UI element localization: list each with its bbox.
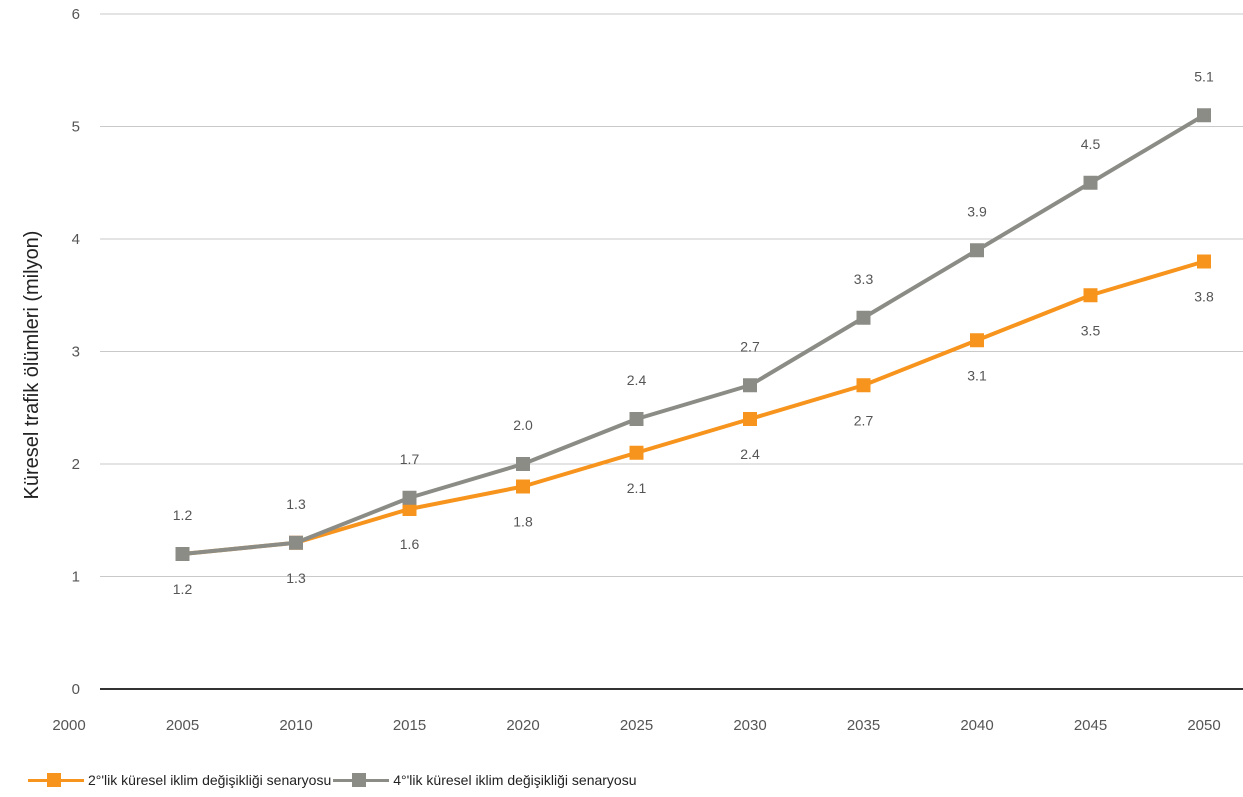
y-axis-label: Küresel trafik ölümleri (milyon)	[21, 231, 43, 500]
legend-item-4deg: 4°'lik küresel iklim değişikliği senaryo…	[333, 771, 638, 789]
legend: 2°'lik küresel iklim değişikliği senaryo…	[28, 771, 639, 789]
data-label-0-8: 3.5	[1081, 322, 1101, 338]
series-line-0	[182, 259, 1205, 556]
legend-label-4deg: 4°'lik küresel iklim değişikliği senaryo…	[393, 772, 637, 788]
data-label-1-2: 1.7	[400, 451, 420, 467]
data-point-0-5	[743, 412, 757, 426]
data-label-0-0: 1.2	[173, 581, 193, 597]
series-layer	[175, 108, 1211, 561]
data-point-1-4	[629, 412, 644, 426]
y-tick-label: 0	[72, 681, 80, 698]
legend-label-2deg: 2°'lik küresel iklim değişikliği senaryo…	[88, 772, 332, 788]
series-line-1	[182, 113, 1206, 556]
legend-marker-2deg	[47, 773, 61, 787]
data-label-0-3: 1.8	[513, 514, 533, 530]
x-tick-label: 2045	[1074, 717, 1107, 734]
legend-marker-4deg	[352, 773, 367, 787]
data-point-1-9	[1197, 108, 1211, 123]
data-point-1-2	[402, 490, 417, 505]
y-tick-label: 6	[72, 6, 80, 23]
y-tick-label: 2	[72, 456, 80, 473]
data-point-1-1	[289, 535, 303, 550]
x-tick-label: 2025	[620, 717, 653, 734]
data-label-1-1: 1.3	[286, 496, 306, 512]
data-label-0-4: 2.1	[627, 480, 647, 496]
x-tick-label: 2050	[1187, 717, 1220, 734]
x-tick-label: 2000	[52, 717, 85, 734]
data-point-0-4	[629, 445, 644, 460]
x-tick-label: 2015	[393, 717, 426, 734]
data-label-0-1: 1.3	[286, 570, 306, 586]
data-label-0-9: 3.8	[1194, 289, 1214, 305]
data-point-1-7	[970, 243, 984, 258]
x-tick-label: 2005	[166, 717, 199, 734]
data-label-1-3: 2.0	[513, 417, 533, 433]
data-point-0-9	[1197, 254, 1211, 269]
data-label-0-7: 3.1	[967, 367, 987, 383]
data-label-1-7: 3.9	[967, 203, 987, 219]
x-tick-label: 2020	[506, 717, 539, 734]
y-tick-label: 5	[72, 119, 80, 136]
x-tick-label: 2040	[960, 717, 993, 734]
data-point-0-7	[970, 333, 984, 348]
data-point-1-8	[1083, 175, 1098, 190]
data-labels-layer: 1.2 1.3 1.6 1.8 2.1 2.4 2.7 3.1 3.5 3.8 1.2 1.3 1.7 2…	[173, 68, 1214, 597]
data-label-1-9: 5.1	[1194, 68, 1214, 84]
data-point-1-6	[856, 310, 871, 325]
data-point-0-3	[516, 479, 530, 494]
data-point-1-5	[743, 378, 757, 393]
data-label-1-5: 2.7	[740, 338, 760, 354]
data-point-0-6	[856, 378, 871, 393]
data-label-0-6: 2.7	[854, 412, 874, 428]
data-label-1-4: 2.4	[627, 372, 647, 388]
y-tick-label: 4	[72, 231, 80, 248]
y-tick-label: 1	[72, 569, 80, 586]
data-point-0-2	[402, 502, 417, 516]
y-tick-label: 3	[72, 344, 80, 361]
x-tick-label: 2030	[733, 717, 766, 734]
data-label-1-8: 4.5	[1081, 136, 1101, 152]
legend-item-2deg: 2°'lik küresel iklim değişikliği senaryo…	[28, 771, 333, 789]
gridlines	[100, 13, 1243, 690]
data-point-1-0	[175, 547, 190, 561]
legend-swatch-4deg	[333, 771, 390, 789]
x-tick-label: 2035	[847, 717, 880, 734]
x-axis-ticks: 2000 2005 2010 2015 2020 2025 2030 2035 2040 2045…	[52, 717, 1220, 734]
data-label-0-2: 1.6	[400, 536, 420, 552]
line-chart: 0 1 2 3 4 5 6 2000 2005 2010 2015 2020 2025 2030 2035…	[21, 6, 1243, 734]
data-label-1-0: 1.2	[173, 507, 193, 523]
data-point-0-8	[1083, 288, 1098, 303]
data-label-1-6: 3.3	[854, 271, 874, 287]
x-tick-label: 2010	[279, 717, 312, 734]
y-axis-ticks: 0 1 2 3 4 5 6	[72, 6, 80, 698]
data-point-1-3	[516, 457, 530, 471]
legend-swatch-2deg	[28, 771, 84, 789]
data-label-0-5: 2.4	[740, 446, 760, 462]
